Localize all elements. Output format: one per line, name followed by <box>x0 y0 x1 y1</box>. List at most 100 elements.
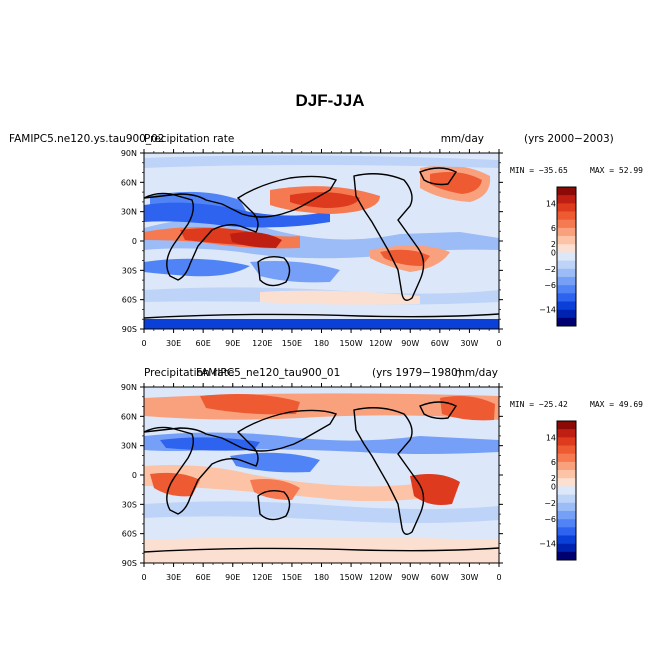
colorbar-swatch <box>557 453 576 463</box>
top-southern-indian-dry-band <box>144 258 250 277</box>
top-units-label: mm/day <box>441 133 484 145</box>
y-tick-label: 60S <box>122 296 137 305</box>
bottom-north-atlantic-wet-core <box>440 396 495 421</box>
colorbar-label: −14 <box>539 540 556 549</box>
top-maritime-wet-core <box>230 232 282 248</box>
colorbar-swatch <box>557 219 576 229</box>
colorbar-swatch <box>557 260 576 270</box>
colorbar-swatch <box>557 478 576 487</box>
top-arctic-band <box>144 155 499 168</box>
y-tick-label: 90S <box>122 559 137 568</box>
colorbar-swatch <box>557 268 576 278</box>
colorbar-label: 6 <box>551 224 556 233</box>
x-tick-label: 0 <box>141 573 146 582</box>
x-tick-label: 0 <box>141 339 146 348</box>
x-tick-label: 0 <box>496 573 501 582</box>
colorbar-label: −14 <box>539 306 556 315</box>
colorbar-swatch <box>557 551 576 561</box>
colorbar-label: 0 <box>551 248 556 257</box>
x-tick-label: 60W <box>431 573 449 582</box>
bottom-colorbar: 14 6 20 −2 −6 −14 <box>539 420 577 561</box>
bottom-greenland-outline <box>419 401 458 420</box>
top-antarctica-outline <box>144 313 499 319</box>
colorbar-label: 0 <box>551 482 556 491</box>
x-tick-label: 180 <box>314 339 329 348</box>
top-colorbar: 14 6 20 −2 −6 −14 <box>539 186 577 327</box>
bottom-panel: Precipitation rate FAMIPC5_ne120_tau900_… <box>121 367 643 582</box>
top-min-label: MIN = −35.65 <box>510 166 568 175</box>
colorbar-label: 2 <box>551 474 556 483</box>
x-tick-label: 60E <box>196 339 211 348</box>
colorbar-label: −6 <box>544 281 556 290</box>
colorbar-label: −6 <box>544 515 556 524</box>
bottom-antarctica-outline <box>144 547 499 553</box>
x-tick-label: 90W <box>401 339 419 348</box>
top-north-pacific-wet-core <box>290 192 360 208</box>
colorbar-swatch <box>557 470 576 479</box>
bottom-min-label: MIN = −25.42 <box>510 400 568 409</box>
top-eurasia-africa-outline <box>144 175 338 281</box>
colorbar-swatch <box>557 527 576 536</box>
y-tick-label: 60N <box>121 178 137 187</box>
bottom-map-field <box>144 387 499 563</box>
bottom-case-label: FAMIPC5_ne120_tau900_01 <box>196 367 340 379</box>
bottom-eurasia-africa-outline <box>144 409 338 515</box>
colorbar-label: −2 <box>544 265 556 274</box>
bottom-australia-outline <box>257 489 291 521</box>
colorbar-label: 14 <box>546 199 556 208</box>
top-antarctic-band <box>144 319 499 329</box>
x-tick-label: 150W <box>339 339 362 348</box>
y-tick-label: 0 <box>132 471 137 480</box>
top-nh-strong-dry-band <box>144 202 330 228</box>
colorbar-swatch <box>557 252 576 261</box>
colorbar-swatch <box>557 211 576 221</box>
colorbar-swatch <box>557 421 576 430</box>
y-tick-label: 0 <box>132 237 137 246</box>
colorbar-swatch <box>557 285 576 294</box>
colorbar-swatch <box>557 276 576 286</box>
top-south-america-wet-core <box>380 249 430 266</box>
colorbar-swatch <box>557 429 576 438</box>
x-tick-label: 120E <box>252 573 272 582</box>
y-tick-label: 30S <box>122 500 137 509</box>
bottom-max-label: MAX = 49.69 <box>590 400 643 409</box>
colorbar-label: 6 <box>551 458 556 467</box>
top-map-field <box>144 153 499 329</box>
x-tick-label: 30E <box>166 339 181 348</box>
colorbar-label: −2 <box>544 499 556 508</box>
y-tick-label: 30S <box>122 266 137 275</box>
bottom-siberia-wet-core <box>200 394 300 415</box>
bottom-southern-tropics-wet-band <box>144 465 450 502</box>
colorbar-swatch <box>557 519 576 528</box>
bottom-south-america-wet-core <box>410 474 460 505</box>
top-greenland-outline <box>419 167 458 186</box>
x-tick-label: 90E <box>225 339 240 348</box>
top-case-label: FAMIPC5.ne120.ys.tau900_02 <box>9 133 164 145</box>
x-tick-label: 150E <box>282 339 302 348</box>
x-tick-label: 30W <box>460 573 478 582</box>
colorbar-frame <box>556 420 577 561</box>
bottom-americas-outline <box>353 407 425 535</box>
colorbar-swatch <box>557 227 576 237</box>
bottom-antarctic-band <box>144 537 499 563</box>
colorbar-swatch <box>557 203 576 212</box>
top-panel: FAMIPC5.ne120.ys.tau900_02 Precipitation… <box>9 133 643 348</box>
bottom-variable-label: Precipitation rate <box>144 367 234 379</box>
bottom-nh-strong-dry-band <box>160 437 260 451</box>
y-tick-label: 60N <box>121 412 137 421</box>
colorbar-swatch <box>557 437 576 446</box>
bottom-axis-ticks: 0 30E 60E 90E 120E 150E 180 150W 120W 90W 60W 30W 09… <box>121 383 503 582</box>
colorbar-swatch <box>557 445 576 455</box>
top-variable-label: Precipitation rate <box>144 133 234 145</box>
colorbar-frame <box>556 186 577 327</box>
y-tick-label: 90S <box>122 325 137 334</box>
x-tick-label: 60W <box>431 339 449 348</box>
x-tick-label: 30E <box>166 573 181 582</box>
bottom-units-label: mm/day <box>455 367 498 379</box>
colorbar-swatch <box>557 301 576 310</box>
bottom-southern-africa-wet-core <box>150 472 200 497</box>
top-south-pacific-dry-band <box>250 261 340 283</box>
figure-title: DJF-JJA <box>296 91 365 110</box>
top-southern-wet-band <box>260 290 420 305</box>
x-tick-label: 180 <box>314 573 329 582</box>
